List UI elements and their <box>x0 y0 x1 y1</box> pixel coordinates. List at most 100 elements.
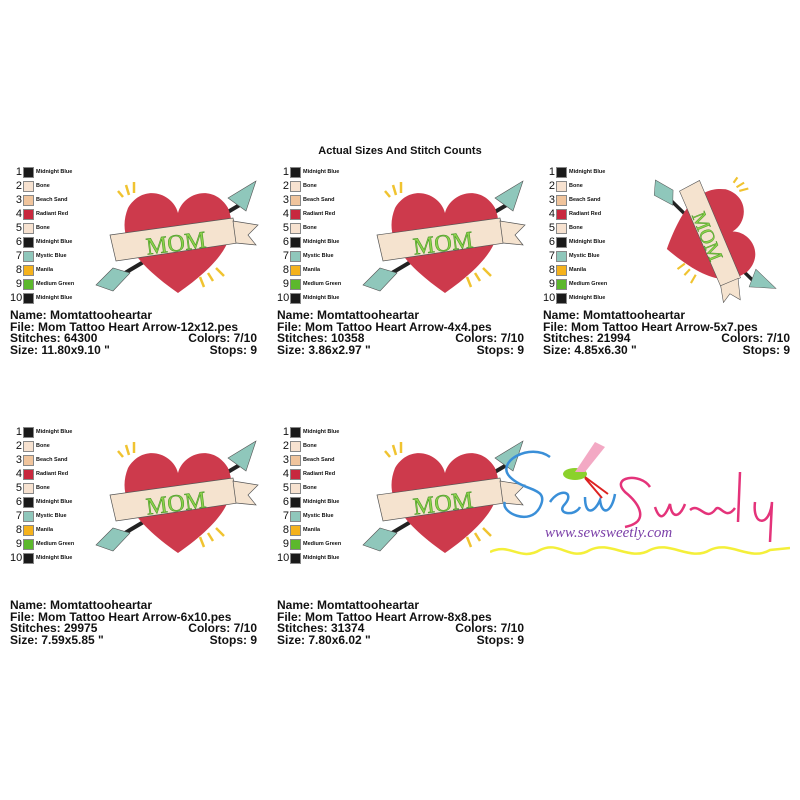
color-name: Bone <box>36 485 50 491</box>
color-list: 1 Midnight Blue 2 Bone 3 Beach Sand 4 Radiant R… <box>277 165 341 305</box>
color-row: 6 Midnight Blue <box>10 235 74 249</box>
logo-url: www.sewsweetly.com <box>545 525 672 541</box>
design-file: File: Mom Tattoo Heart Arrow-8x8.pes <box>277 609 492 624</box>
color-swatch <box>23 208 34 220</box>
design-name: Name: Momtattooheartar <box>277 308 420 322</box>
color-row: 2 Bone <box>10 439 74 453</box>
color-swatch <box>556 264 567 276</box>
color-swatch <box>290 454 301 466</box>
design-panel: 1 Midnight Blue 2 Bone 3 Beach Sand 4 Radiant R… <box>10 425 260 645</box>
color-name: Midnight Blue <box>36 169 73 175</box>
stitch-count: Stitches: 31374 <box>277 621 365 635</box>
color-swatch <box>23 510 34 522</box>
design-panel: 1 Midnight Blue 2 Bone 3 Beach Sand 4 Radiant R… <box>10 165 260 365</box>
color-swatch <box>23 250 34 262</box>
stitch-count: Stitches: 21994 <box>543 331 631 345</box>
color-count: Colors: 7/10 <box>455 621 524 635</box>
color-row: 3 Beach Sand <box>10 453 74 467</box>
color-swatch <box>290 250 301 262</box>
color-row: 6 Midnight Blue <box>277 495 341 509</box>
color-row: 7 Mystic Blue <box>10 509 74 523</box>
color-number: 6 <box>15 496 22 508</box>
color-row: 6 Midnight Blue <box>10 495 74 509</box>
color-swatch <box>23 426 34 438</box>
color-name: Manila <box>569 267 587 273</box>
color-row: 10 Midnight Blue <box>10 291 74 305</box>
color-swatch <box>290 236 301 248</box>
color-number: 4 <box>282 208 289 220</box>
color-number: 10 <box>10 292 23 304</box>
color-row: 6 Midnight Blue <box>543 235 607 249</box>
color-row: 10 Midnight Blue <box>10 551 74 565</box>
color-number: 3 <box>15 194 22 206</box>
color-swatch <box>23 278 34 290</box>
color-swatch <box>23 440 34 452</box>
design-name: Name: Momtattooheartar <box>543 308 686 322</box>
color-number: 7 <box>15 510 22 522</box>
color-name: Radiant Red <box>569 211 602 217</box>
color-row: 4 Radiant Red <box>277 467 341 481</box>
color-number: 3 <box>548 194 555 206</box>
color-name: Beach Sand <box>36 197 68 203</box>
color-row: 7 Mystic Blue <box>277 509 341 523</box>
color-number: 8 <box>15 524 22 536</box>
color-name: Midnight Blue <box>569 239 606 245</box>
color-name: Beach Sand <box>303 457 335 463</box>
color-name: Midnight Blue <box>303 429 340 435</box>
color-name: Bone <box>303 485 317 491</box>
design-info: Name: Momtattooheartar File: Mom Tattoo … <box>10 309 257 356</box>
design-file: File: Mom Tattoo Heart Arrow-5x7.pes <box>543 319 758 334</box>
color-name: Midnight Blue <box>303 499 340 505</box>
color-number: 1 <box>548 166 555 178</box>
color-swatch <box>23 468 34 480</box>
color-number: 1 <box>15 166 22 178</box>
design-text: MOM <box>145 227 208 260</box>
color-row: 8 Manila <box>10 263 74 277</box>
color-row: 5 Bone <box>10 221 74 235</box>
color-number: 8 <box>548 264 555 276</box>
design-info: Name: Momtattooheartar File: Mom Tattoo … <box>277 308 524 356</box>
color-swatch <box>556 236 567 248</box>
color-row: 9 Medium Green <box>543 277 607 291</box>
color-row: 4 Radiant Red <box>277 207 341 221</box>
color-name: Midnight Blue <box>569 169 606 175</box>
color-row: 1 Midnight Blue <box>10 165 74 179</box>
color-name: Bone <box>569 225 583 231</box>
color-name: Manila <box>303 267 321 273</box>
color-number: 9 <box>15 278 22 290</box>
color-swatch <box>556 166 567 178</box>
color-name: Midnight Blue <box>569 295 606 301</box>
color-number: 5 <box>15 222 22 234</box>
color-row: 2 Bone <box>10 179 74 193</box>
color-swatch <box>23 454 34 466</box>
design-text: MOM <box>145 487 208 520</box>
color-number: 9 <box>282 538 289 550</box>
color-row: 5 Bone <box>277 481 341 495</box>
color-number: 3 <box>282 194 289 206</box>
color-name: Midnight Blue <box>303 555 340 561</box>
color-row: 1 Midnight Blue <box>543 165 607 179</box>
color-row: 10 Midnight Blue <box>543 291 607 305</box>
color-name: Manila <box>36 527 54 533</box>
heart-arrow-design: MOM <box>95 440 259 553</box>
design-file: File: Mom Tattoo Heart Arrow-6x10.pes <box>10 609 232 624</box>
color-row: 8 Manila <box>277 263 341 277</box>
color-row: 8 Manila <box>10 523 74 537</box>
color-row: 2 Bone <box>277 179 341 193</box>
design-size: Size: 7.59x5.85 " <box>10 632 104 647</box>
color-number: 10 <box>10 552 23 564</box>
color-row: 3 Beach Sand <box>277 193 341 207</box>
color-row: 3 Beach Sand <box>277 453 341 467</box>
color-row: 7 Mystic Blue <box>277 249 341 263</box>
color-row: 8 Manila <box>543 263 607 277</box>
color-swatch <box>23 222 34 234</box>
color-name: Beach Sand <box>303 197 335 203</box>
color-row: 9 Medium Green <box>10 537 74 551</box>
color-name: Bone <box>36 183 50 189</box>
design-name: Name: Momtattooheartar <box>10 598 153 612</box>
stop-count: Stops: 9 <box>742 342 790 357</box>
design-info: Name: Momtattooheartar File: Mom Tattoo … <box>10 598 257 647</box>
color-swatch <box>290 292 301 304</box>
color-row: 6 Midnight Blue <box>277 235 341 249</box>
color-number: 5 <box>15 482 22 494</box>
